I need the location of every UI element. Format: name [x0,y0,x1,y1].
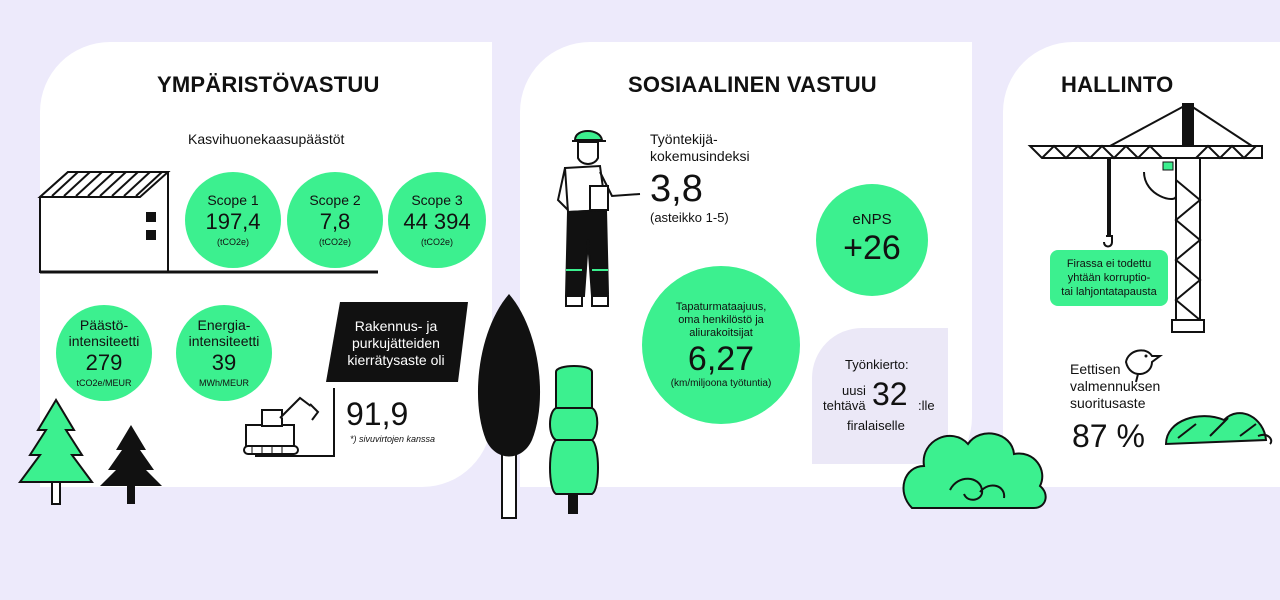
accident-value: 6,27 [687,339,755,378]
tall-tree-icon [477,294,541,519]
recycling-label-3: kierrätysaste oli [347,352,445,368]
emission-intensity-value: 279 [85,350,123,375]
scope2-label: Scope 2 [309,192,361,208]
emission-intensity-circle: Päästö- intensiteetti 279 tCO2e/MEUR [56,305,152,401]
recycling-label-1: Rakennus- ja [354,318,438,334]
scope2-unit: (tCO2e) [318,237,351,247]
ethics-label: Eettisen valmennuksen suoritusaste [1070,361,1160,412]
scope3-unit: (tCO2e) [420,237,453,247]
ethics-label-3: suoritusaste [1070,395,1146,411]
scope3-circle: Scope 3 44 394 (tCO2e) [388,172,486,268]
recycling-label: Rakennus- ja purkujätteiden kierrätysast… [328,318,464,369]
emission-intensity-unit: tCO2e/MEUR [76,378,132,388]
ethics-label-1: Eettisen [1070,361,1121,377]
ghg-label: Kasvihuonekaasupäästöt [188,131,345,147]
rotation-word-bottom: firalaiselle [847,418,905,433]
energy-intensity-label-1: Energia- [197,317,251,333]
environment-title: YMPÄRISTÖVASTUU [157,72,380,97]
rotation-word-2: tehtävä [823,398,866,413]
bush-tree-icon [549,365,599,514]
accident-label-3: aliurakoitsijat [689,326,753,339]
energy-intensity-unit: MWh/MEUR [199,378,249,388]
enps-label: eNPS [852,211,892,228]
enps-value: +26 [843,229,901,267]
employee-index-value: 3,8 [650,168,703,210]
employee-index-label-1: Työntekijä- [650,131,718,147]
scope3-label: Scope 3 [411,192,463,208]
rotation-card [812,328,948,464]
bush-icon [902,432,1047,509]
corruption-note: Firassa ei todettu yhtään korruptio- tai… [1050,250,1168,306]
emission-intensity-label-2: intensiteetti [68,333,140,349]
rotation-suffix: :lle [918,398,935,413]
recycling-note: *) sivuvirtojen kanssa [350,434,436,444]
governance-title: HALLINTO [1061,72,1174,97]
rotation-value: 32 [872,376,908,412]
ethics-label-2: valmennuksen [1070,378,1161,394]
employee-index-label-2: kokemusindeksi [650,148,750,164]
scope3-value: 44 394 [403,209,471,234]
scope1-unit: (tCO2e) [216,237,249,247]
employee-index-label: Työntekijä- kokemusindeksi [650,131,750,165]
bird-icon [1124,349,1163,383]
social-title: SOSIAALINEN VASTUU [628,72,877,97]
building-icon [37,171,378,274]
energy-intensity-label-2: intensiteetti [188,333,260,349]
scope1-value: 197,4 [205,209,261,234]
emission-intensity-label-1: Päästö- [79,317,129,333]
corruption-note-3: tai lahjontatapausta [1061,286,1157,298]
energy-intensity-circle: Energia- intensiteetti 39 MWh/MEUR [176,305,272,401]
employee-index-scale: (asteikko 1-5) [650,210,729,225]
scope2-circle: Scope 2 7,8 (tCO2e) [287,172,383,268]
rotation-label: Työnkierto: [845,357,909,372]
crane-icon [1027,103,1263,333]
accident-label-2: oma henkilöstö ja [678,313,764,326]
enps-circle: eNPS +26 [816,184,928,296]
recycling-label-2: purkujätteiden [352,335,440,351]
corruption-note-1: Firassa ei todettu [1066,258,1152,270]
pine-tree-black-icon [100,425,162,504]
excavator-icon [243,388,335,457]
energy-intensity-value: 39 [211,350,237,375]
accident-circle: Tapaturmataajuus, oma henkilöstö ja aliu… [642,266,800,424]
scope2-value: 7,8 [319,209,351,234]
worker-icon [556,130,641,307]
scope1-circle: Scope 1 197,4 (tCO2e) [185,172,281,268]
branch-icon [1164,412,1273,446]
recycling-value: 91,9 [346,396,409,432]
rotation-word-1: uusi [842,383,866,398]
pine-tree-green-icon [18,398,94,505]
corruption-note-2: yhtään korruptio- [1067,272,1151,284]
accident-label-1: Tapaturmataajuus, [675,300,767,313]
scope1-label: Scope 1 [207,192,259,208]
ethics-value: 87 % [1072,418,1145,454]
speech-bubble-shape [326,302,468,382]
accident-unit: (km/miljoona työtuntia) [670,377,772,389]
